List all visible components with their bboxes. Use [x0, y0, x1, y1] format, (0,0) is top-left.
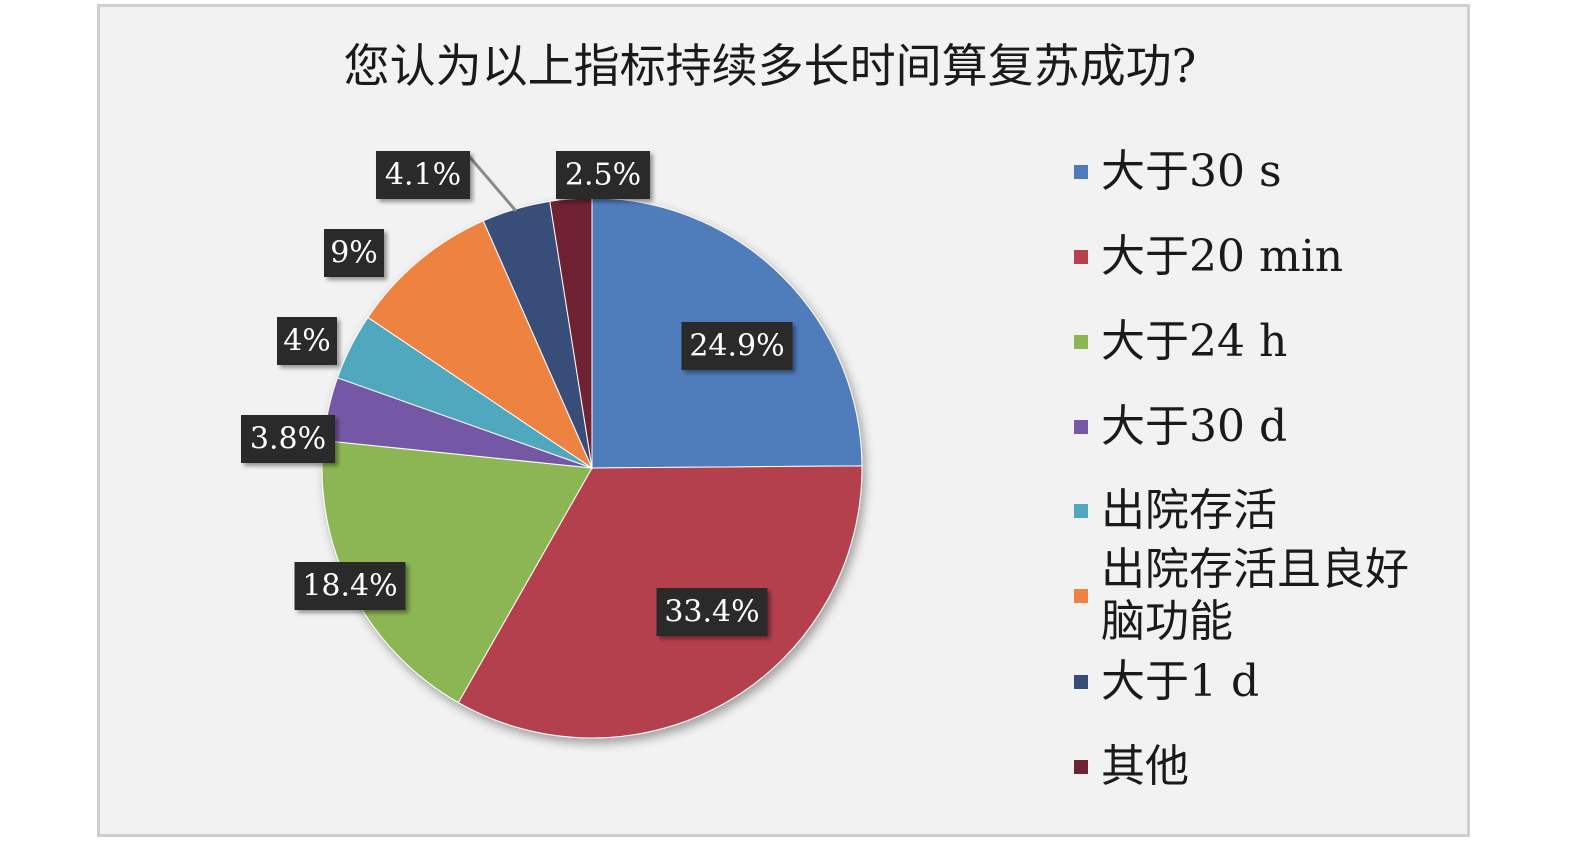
data-label-2: 18.4% [294, 562, 406, 610]
data-label-3: 3.8% [241, 415, 335, 463]
data-label-4: 4% [277, 317, 337, 365]
legend-item-7: 其他 [1074, 741, 1481, 793]
legend-item-5: 出院存活且良好 脑功能 [1074, 544, 1481, 648]
legend-label: 出院存活 [1101, 485, 1277, 536]
svg-text:18.4%: 18.4% [302, 569, 397, 604]
pie-slice-5 [367, 220, 594, 470]
data-label-0: 24.9% [681, 322, 793, 370]
legend-swatch [1074, 420, 1088, 434]
legend-item-0: 大于30 s [1074, 146, 1481, 198]
legend-item-2: 大于24 h [1074, 316, 1481, 368]
legend-swatch [1074, 335, 1088, 349]
legend-label: 大于24 h [1101, 316, 1288, 367]
legend-swatch [1074, 589, 1088, 603]
legend-label: 大于30 s [1101, 146, 1282, 197]
legend-item-1: 大于20 min [1074, 231, 1481, 283]
legend-item-6: 大于1 d [1074, 656, 1481, 708]
data-label-6: 4.1% [376, 151, 470, 199]
svg-text:4.1%: 4.1% [385, 158, 461, 193]
legend-label: 大于1 d [1101, 656, 1260, 707]
legend-swatch [1074, 165, 1088, 179]
svg-text:3.8%: 3.8% [250, 422, 326, 457]
legend-swatch [1074, 760, 1088, 774]
svg-text:2.5%: 2.5% [565, 158, 641, 193]
legend-label: 大于20 min [1101, 231, 1344, 282]
svg-text:4%: 4% [283, 324, 331, 359]
data-label-5: 9% [324, 229, 384, 277]
legend-swatch [1074, 250, 1088, 264]
leader-line [466, 154, 518, 212]
legend-label: 大于30 d [1101, 401, 1288, 452]
data-label-1: 33.4% [656, 588, 768, 636]
legend-item-3: 大于30 d [1074, 401, 1481, 453]
svg-text:24.9%: 24.9% [689, 329, 784, 364]
svg-text:33.4%: 33.4% [664, 595, 759, 630]
legend-swatch [1074, 504, 1088, 518]
chart-title: 您认为以上指标持续多长时间算复苏成功? [343, 39, 1197, 93]
legend-item-4: 出院存活 [1074, 485, 1481, 537]
data-label-7: 2.5% [556, 151, 650, 199]
svg-text:9%: 9% [330, 236, 378, 271]
legend-label: 其他 [1101, 741, 1189, 792]
legend-label: 出院存活且良好 脑功能 [1101, 544, 1409, 647]
legend-swatch [1074, 675, 1088, 689]
